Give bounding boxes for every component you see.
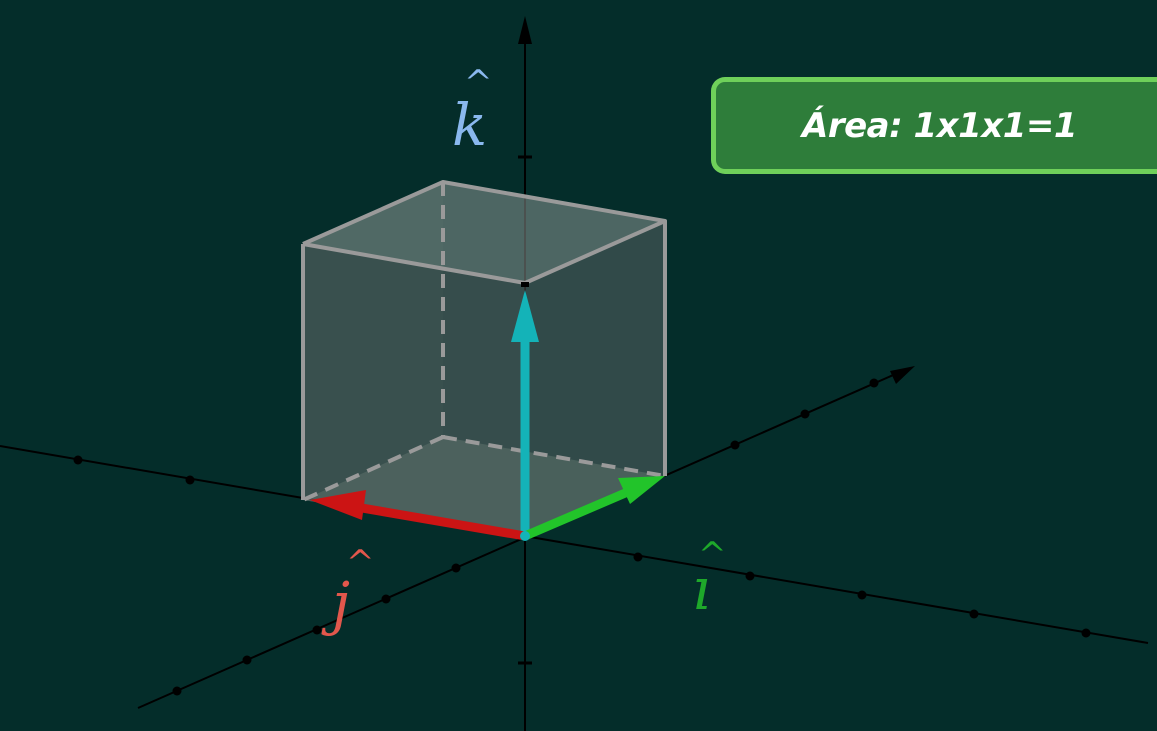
i-vector-head — [618, 476, 665, 504]
cube-top-face — [303, 182, 665, 283]
tick-dot — [969, 609, 979, 619]
tick-dot — [857, 590, 867, 600]
tick-dot — [633, 552, 643, 562]
tick-dot — [451, 563, 461, 573]
k-hat-symbol: ^ — [464, 63, 493, 103]
i-letter: ı — [692, 555, 711, 623]
j-letter: j — [332, 569, 350, 637]
tick-dot — [172, 686, 182, 696]
y-axis-arrowhead — [890, 366, 915, 384]
area-annotation-text: Área: 1x1x1=1 — [802, 105, 1078, 146]
tick-dot — [730, 440, 740, 450]
cube-front-face — [303, 244, 525, 536]
unit-vectors — [310, 282, 665, 541]
z-axis-arrowhead — [518, 16, 532, 44]
i-vector-shaft — [520, 486, 635, 541]
tick-dot — [745, 571, 755, 581]
tick-dot — [800, 409, 810, 419]
k-vector-tip-marker — [521, 282, 529, 287]
j-vector-head — [310, 490, 366, 520]
tick-dot — [381, 594, 391, 604]
tick-dot — [185, 475, 195, 485]
tick-dot — [1081, 628, 1091, 638]
i-hat-label: ^ ı — [692, 538, 727, 618]
unit-cube — [301, 180, 667, 536]
tick-dot — [312, 625, 322, 635]
j-hat-label: ^ j — [332, 546, 375, 632]
area-annotation-box: Área: 1x1x1=1 — [711, 77, 1157, 174]
cube-hidden-edge — [302, 435, 444, 502]
axis-ticks — [73, 155, 1091, 696]
origin-point — [520, 531, 530, 541]
tick-dot — [73, 455, 83, 465]
k-vector-head — [511, 290, 539, 342]
y-axis-line — [137, 371, 901, 709]
cube-back-face — [443, 182, 665, 476]
i-hat-symbol: ^ — [698, 535, 727, 575]
j-vector-shaft — [345, 501, 530, 541]
tick-dot — [869, 378, 879, 388]
k-hat-label: ^ k — [452, 66, 493, 154]
cube-hidden-edge — [442, 435, 666, 478]
j-hat-symbol: ^ — [346, 543, 375, 583]
k-letter: k — [452, 91, 488, 159]
tick-dot — [242, 655, 252, 665]
